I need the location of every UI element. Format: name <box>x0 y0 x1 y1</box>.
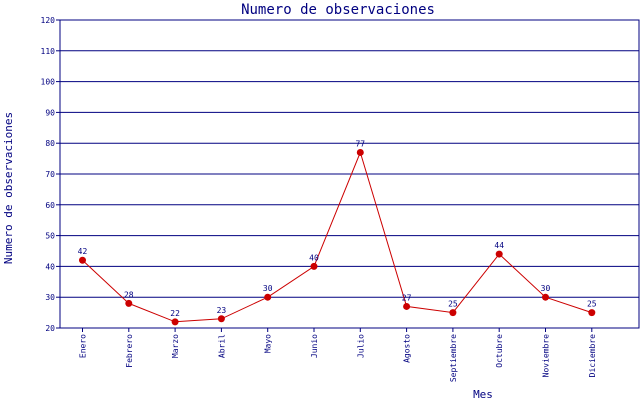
data-point <box>403 302 411 310</box>
y-tick-label: 30 <box>45 293 55 302</box>
y-tick-label: 90 <box>45 108 55 117</box>
series-line <box>82 150 592 323</box>
data-label: 23 <box>217 306 227 315</box>
x-tick-label: Junio <box>310 334 319 358</box>
x-tick-label: Diciembre <box>588 334 597 378</box>
data-label: 27 <box>402 293 412 302</box>
data-label: 22 <box>170 309 180 318</box>
data-point <box>171 318 179 326</box>
chart-title: Numero de observaciones <box>241 2 435 18</box>
x-tick-label: Abril <box>217 334 226 358</box>
data-point <box>542 293 549 301</box>
x-tick-label: Agosto <box>403 334 412 363</box>
y-tick-label: 120 <box>41 16 56 25</box>
x-tick-label: Noviembre <box>542 334 551 378</box>
data-point <box>356 148 364 156</box>
y-tick-label: 50 <box>45 232 55 241</box>
y-tick-label: 80 <box>45 139 55 148</box>
data-label: 44 <box>494 241 504 250</box>
data-labels: 42 28 22 23 30 40 77 27 25 44 30 25 <box>78 139 597 317</box>
data-point <box>217 315 225 323</box>
data-point <box>310 262 318 270</box>
data-label: 25 <box>448 300 458 309</box>
x-tick-label: Septiembre <box>449 334 458 382</box>
data-label: 40 <box>309 253 319 262</box>
y-axis-title: Numero de observaciones <box>2 112 15 264</box>
data-label: 42 <box>78 247 88 256</box>
data-label: 25 <box>587 300 597 309</box>
data-point <box>449 309 457 317</box>
x-axis-ticks: Enero Febrero Marzo Abril Mayo Junio Julio Agos… <box>79 328 597 382</box>
x-tick-label: Julio <box>356 334 365 358</box>
series-markers <box>79 148 596 326</box>
x-axis-title: Mes <box>473 388 493 400</box>
y-axis-ticks: 20 30 40 50 60 70 80 90 100 110 120 <box>41 16 60 333</box>
grid-lines <box>60 50 639 298</box>
data-point <box>125 299 133 307</box>
y-tick-label: 40 <box>45 262 55 271</box>
y-tick-label: 60 <box>45 201 55 210</box>
x-tick-label: Marzo <box>171 334 180 358</box>
y-tick-label: 20 <box>45 324 55 333</box>
x-tick-label: Mayo <box>264 334 273 353</box>
y-tick-label: 110 <box>41 47 56 56</box>
x-tick-label: Febrero <box>125 334 134 368</box>
y-tick-label: 100 <box>41 78 56 87</box>
x-tick-label: Enero <box>79 334 88 358</box>
data-label: 30 <box>541 284 551 293</box>
data-point <box>264 293 272 301</box>
data-label: 28 <box>124 290 134 299</box>
data-point <box>588 309 596 317</box>
x-tick-label: Octubre <box>495 334 504 368</box>
data-label: 30 <box>263 284 273 293</box>
data-label: 77 <box>355 139 365 148</box>
data-point <box>79 256 86 264</box>
y-tick-label: 70 <box>45 170 55 179</box>
data-point <box>495 250 503 258</box>
